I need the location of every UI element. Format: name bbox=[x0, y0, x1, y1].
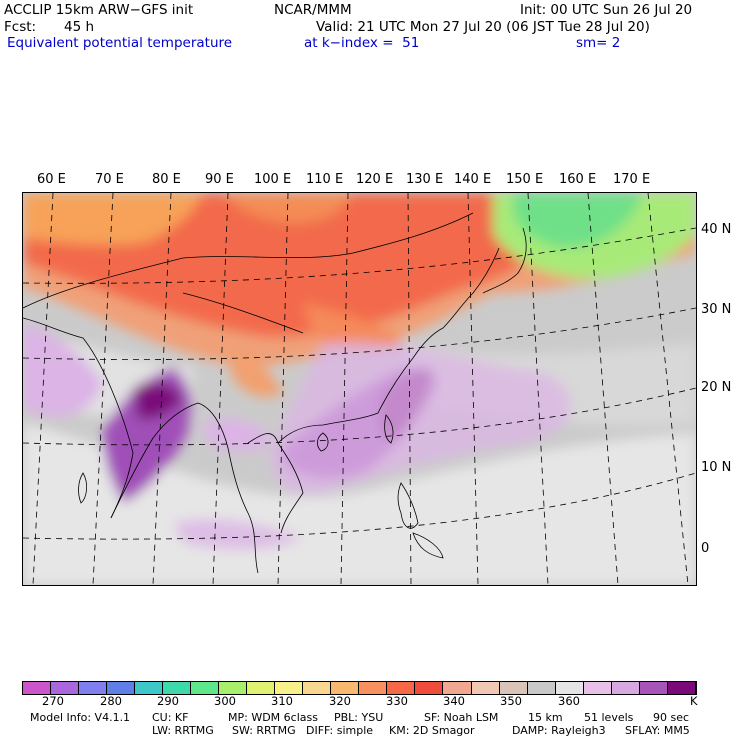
model-info-item: SW: RRTMG bbox=[232, 724, 296, 737]
longitude-label: 160 E bbox=[559, 172, 597, 187]
colorbar-swatch bbox=[135, 682, 164, 694]
colorbar-tick-label: 350 bbox=[500, 694, 522, 708]
model-info-item: LW: RRTMG bbox=[152, 724, 214, 737]
colorbar-swatch bbox=[667, 682, 696, 694]
longitude-label: 140 E bbox=[454, 172, 492, 187]
level-info: at k−index = 51 bbox=[304, 35, 420, 51]
latitude-label: 0 bbox=[701, 541, 710, 556]
colorbar-swatch bbox=[387, 682, 416, 694]
colorbar-swatch bbox=[51, 682, 80, 694]
model-info-item: MP: WDM 6class bbox=[228, 711, 318, 724]
longitude-label: 130 E bbox=[406, 172, 444, 187]
colorbar-swatch bbox=[555, 682, 584, 694]
colorbar-swatch bbox=[23, 682, 52, 694]
latitude-label: 10 N bbox=[701, 460, 732, 475]
smoothing-info: sm= 2 bbox=[576, 35, 621, 51]
colorbar-swatch bbox=[415, 682, 444, 694]
colorbar-swatch bbox=[331, 682, 360, 694]
colorbar-tick-label: 270 bbox=[42, 694, 64, 708]
colorbar-swatch bbox=[303, 682, 332, 694]
model-info-item: SFLAY: MM5 bbox=[625, 724, 690, 737]
colorbar-swatch bbox=[443, 682, 472, 694]
model-info-item: KM: 2D Smagor bbox=[389, 724, 475, 737]
colorbar-tick-label: 310 bbox=[271, 694, 293, 708]
model-info-item: CU: KF bbox=[152, 711, 189, 724]
colorbar-swatch bbox=[583, 682, 612, 694]
organization-label: NCAR/MMM bbox=[274, 2, 352, 18]
model-info-item: SF: Noah LSM bbox=[424, 711, 499, 724]
init-time: Init: 00 UTC Sun 26 Jul 20 bbox=[520, 2, 693, 18]
colorbar-swatch bbox=[611, 682, 640, 694]
longitude-label: 150 E bbox=[506, 172, 544, 187]
model-title: ACCLIP 15km ARW−GFS init bbox=[4, 2, 194, 18]
longitude-label: 110 E bbox=[306, 172, 344, 187]
colorbar-swatch bbox=[499, 682, 528, 694]
valid-time: Valid: 21 UTC Mon 27 Jul 20 (06 JST Tue … bbox=[316, 19, 650, 35]
latitude-label: 40 N bbox=[701, 222, 732, 237]
forecast-hour: 45 h bbox=[64, 19, 95, 35]
latitude-label: 20 N bbox=[701, 380, 732, 395]
map-panel bbox=[22, 192, 697, 586]
colorbar-tick-label: 300 bbox=[214, 694, 236, 708]
colorbar bbox=[22, 681, 697, 695]
model-info-item: PBL: YSU bbox=[334, 711, 384, 724]
colorbar-swatch bbox=[471, 682, 500, 694]
longitude-label: 70 E bbox=[95, 172, 124, 187]
model-info-item: 90 sec bbox=[653, 711, 690, 724]
colorbar-swatch bbox=[275, 682, 304, 694]
longitude-label: 100 E bbox=[254, 172, 292, 187]
coastlines bbox=[23, 212, 527, 574]
colorbar-swatch bbox=[107, 682, 136, 694]
colorbar-tick-label: 280 bbox=[100, 694, 122, 708]
field-shading bbox=[23, 193, 696, 585]
longitude-label: 60 E bbox=[37, 172, 66, 187]
colorbar-tick-label: 290 bbox=[157, 694, 179, 708]
forecast-label: Fcst: bbox=[4, 19, 37, 35]
colorbar-swatch bbox=[219, 682, 248, 694]
colorbar-swatch bbox=[163, 682, 192, 694]
colorbar-swatch bbox=[527, 682, 556, 694]
colorbar-swatch bbox=[359, 682, 388, 694]
model-info-item: DAMP: Rayleigh3 bbox=[512, 724, 606, 737]
colorbar-swatch bbox=[247, 682, 276, 694]
model-info-item: 51 levels bbox=[584, 711, 634, 724]
graticule bbox=[23, 193, 696, 585]
colorbar-swatch bbox=[79, 682, 108, 694]
colorbar-tick-label: 330 bbox=[386, 694, 408, 708]
field-name: Equivalent potential temperature bbox=[7, 35, 233, 51]
longitude-label: 90 E bbox=[205, 172, 234, 187]
colorbar-unit: K bbox=[690, 694, 698, 708]
colorbar-tick-label: 360 bbox=[558, 694, 580, 708]
longitude-label: 170 E bbox=[613, 172, 651, 187]
model-info-item: 15 km bbox=[528, 711, 563, 724]
colorbar-tick-label: 320 bbox=[329, 694, 351, 708]
colorbar-swatch bbox=[639, 682, 668, 694]
longitude-label: 120 E bbox=[356, 172, 394, 187]
model-info-item: DIFF: simple bbox=[306, 724, 374, 737]
colorbar-swatch bbox=[191, 682, 220, 694]
latitude-label: 30 N bbox=[701, 302, 732, 317]
model-info-item: Model Info: V4.1.1 bbox=[30, 711, 131, 724]
longitude-label: 80 E bbox=[152, 172, 181, 187]
theta-e-field bbox=[23, 193, 696, 585]
colorbar-tick-label: 340 bbox=[443, 694, 465, 708]
